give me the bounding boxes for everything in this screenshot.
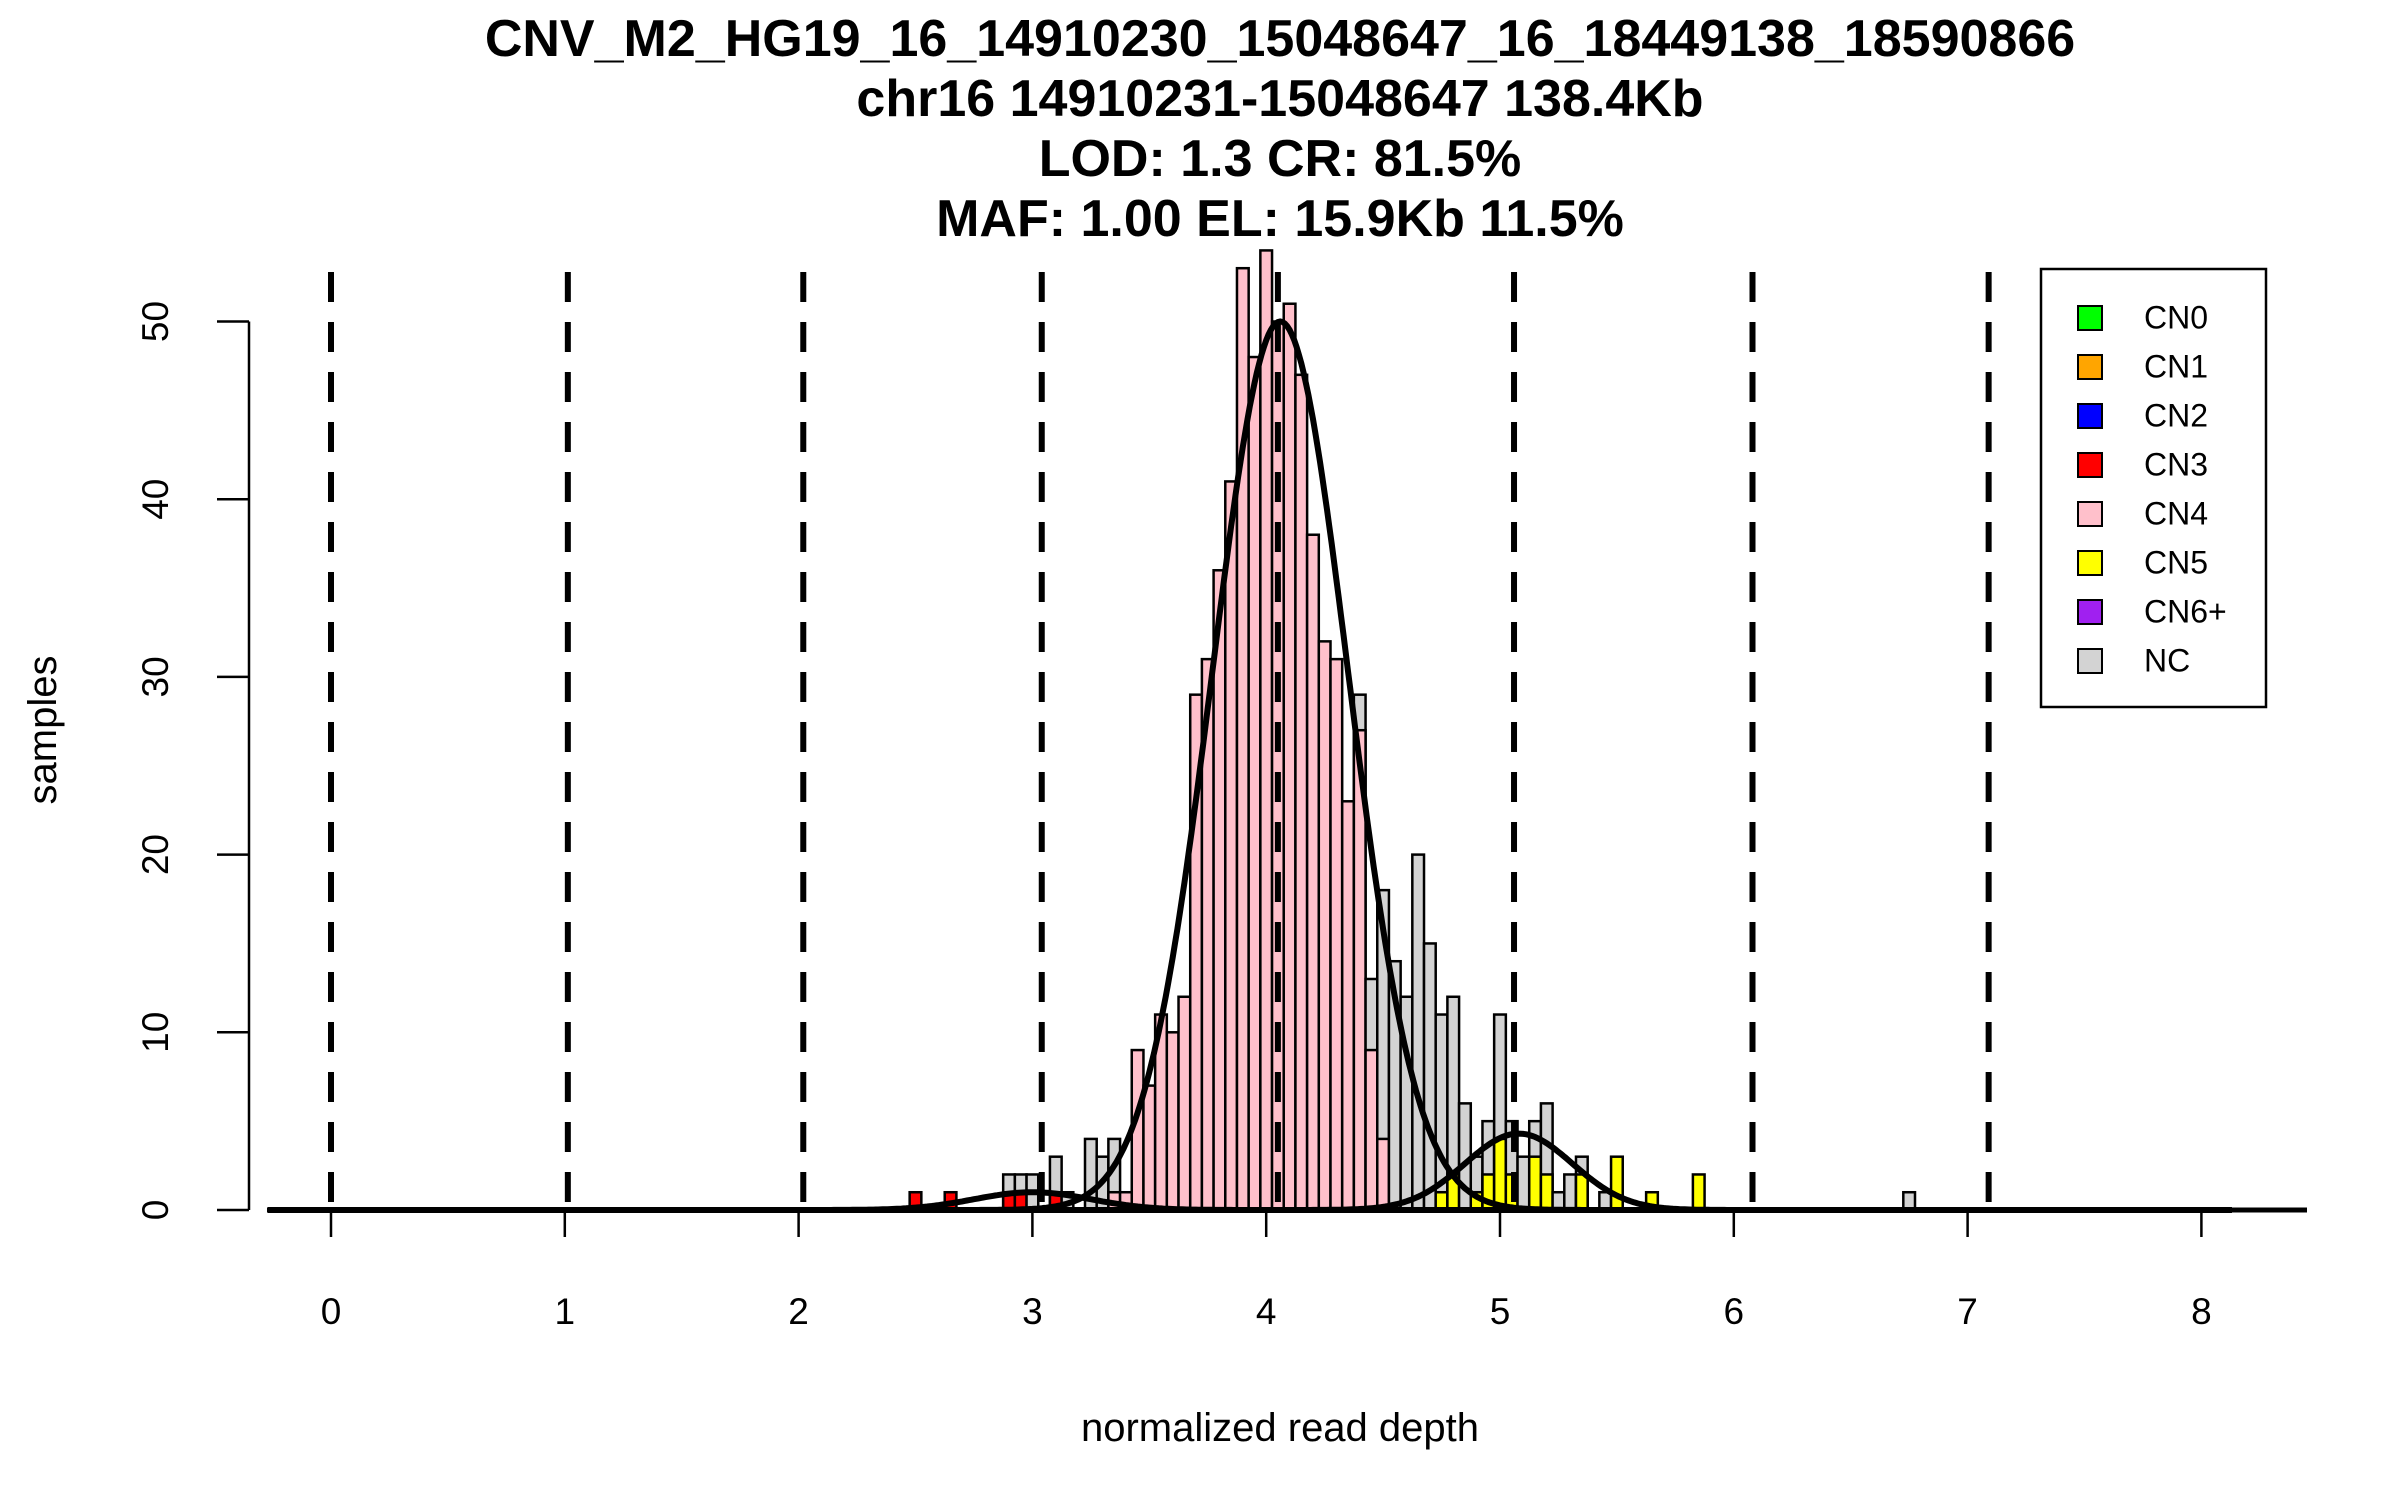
- bar-cn4: [1305, 533, 1321, 1212]
- x-tick-label: 6: [1724, 1291, 1745, 1332]
- y-axis-label: samples: [21, 656, 65, 805]
- bar-cn4: [1294, 373, 1309, 1212]
- bar-nc: [1563, 1173, 1578, 1212]
- legend-label: CN0: [2144, 299, 2208, 335]
- legend-swatch-nc: [2077, 648, 2103, 674]
- legend-label: NC: [2144, 642, 2190, 678]
- legend-label: CN1: [2144, 348, 2208, 384]
- x-tick-label: 5: [1490, 1291, 1511, 1332]
- x-tick-label: 4: [1256, 1291, 1277, 1332]
- x-tick-label: 1: [555, 1291, 576, 1332]
- bar-cn5: [1691, 1173, 1706, 1212]
- bar-cn4: [1165, 1031, 1180, 1212]
- legend-swatch-cn1: [2077, 354, 2103, 380]
- x-axis: 0 1 2 3 4 5 6 7 8: [321, 1210, 2212, 1332]
- bar-nc: [1411, 853, 1426, 1212]
- bar-nc: [1422, 942, 1437, 1212]
- y-tick-label: 10: [135, 1012, 176, 1053]
- histogram-bars: [908, 249, 1917, 1212]
- bar-cn4: [1247, 355, 1262, 1212]
- legend-swatch-cn3: [2077, 452, 2103, 478]
- bar-cn5: [1609, 1155, 1624, 1212]
- legend-box: [2039, 267, 2268, 709]
- legend-swatch-cn5: [2077, 550, 2103, 576]
- y-tick-label: 20: [135, 834, 176, 875]
- y-tick-label: 40: [135, 479, 176, 520]
- bar-cn4: [1329, 657, 1344, 1212]
- legend-swatch-cn6plus: [2077, 599, 2103, 625]
- bar-cn4: [1317, 640, 1332, 1212]
- bar-cn5: [1574, 1173, 1589, 1212]
- y-axis: 0 10 20 30 40 50: [135, 301, 251, 1221]
- chart-title: CNV_M2_HG19_16_14910230_15048647_16_1844…: [485, 10, 2075, 248]
- legend-label: CN5: [2144, 544, 2208, 580]
- y-tick-label: 50: [135, 301, 176, 342]
- legend-label: CN3: [2144, 446, 2208, 482]
- bar-cn4: [1376, 1137, 1391, 1212]
- legend-swatch-cn4: [2077, 501, 2103, 527]
- x-tick-label: 0: [321, 1291, 342, 1332]
- x-tick-label: 8: [2191, 1291, 2212, 1332]
- bar-cn4: [1259, 249, 1274, 1212]
- title-line-1: CNV_M2_HG19_16_14910230_15048647_16_1844…: [485, 10, 2075, 68]
- x-tick-label: 2: [788, 1291, 809, 1332]
- bar-cn5: [1539, 1173, 1554, 1212]
- bar-cn5: [1527, 1155, 1543, 1212]
- y-tick-label: 30: [135, 656, 176, 697]
- bar-nc: [1516, 1155, 1531, 1212]
- bar-cn4: [1177, 995, 1192, 1212]
- legend-label: CN6+: [2144, 593, 2227, 629]
- legend-label: CN2: [2144, 397, 2208, 433]
- legend-swatch-cn2: [2077, 403, 2103, 429]
- bar-cn4: [1282, 302, 1297, 1212]
- bar-cn4: [1224, 480, 1239, 1212]
- x-tick-label: 3: [1022, 1291, 1043, 1332]
- x-tick-label: 7: [1957, 1291, 1978, 1332]
- x-axis-label: normalized read depth: [1081, 1406, 1479, 1450]
- bar-cn4: [1340, 800, 1356, 1212]
- title-line-2: chr16 14910231-15048647 138.4Kb: [856, 70, 1703, 128]
- cutoff-lines: [328, 272, 1992, 1210]
- title-line-3: LOD: 1.3 CR: 81.5%: [1039, 130, 1522, 188]
- bar-cn4: [1142, 1084, 1157, 1212]
- y-tick-label: 0: [135, 1200, 176, 1221]
- legend-swatch-cn0: [2077, 305, 2103, 331]
- legend: CN0 CN1 CN2 CN3 CN4 CN5 CN6+ NC: [2039, 267, 2268, 709]
- bar-cn4: [1364, 1048, 1379, 1212]
- bar-cn5: [1492, 1137, 1508, 1212]
- legend-label: CN4: [2144, 495, 2208, 531]
- title-line-4: MAF: 1.00 EL: 15.9Kb 11.5%: [936, 190, 1624, 248]
